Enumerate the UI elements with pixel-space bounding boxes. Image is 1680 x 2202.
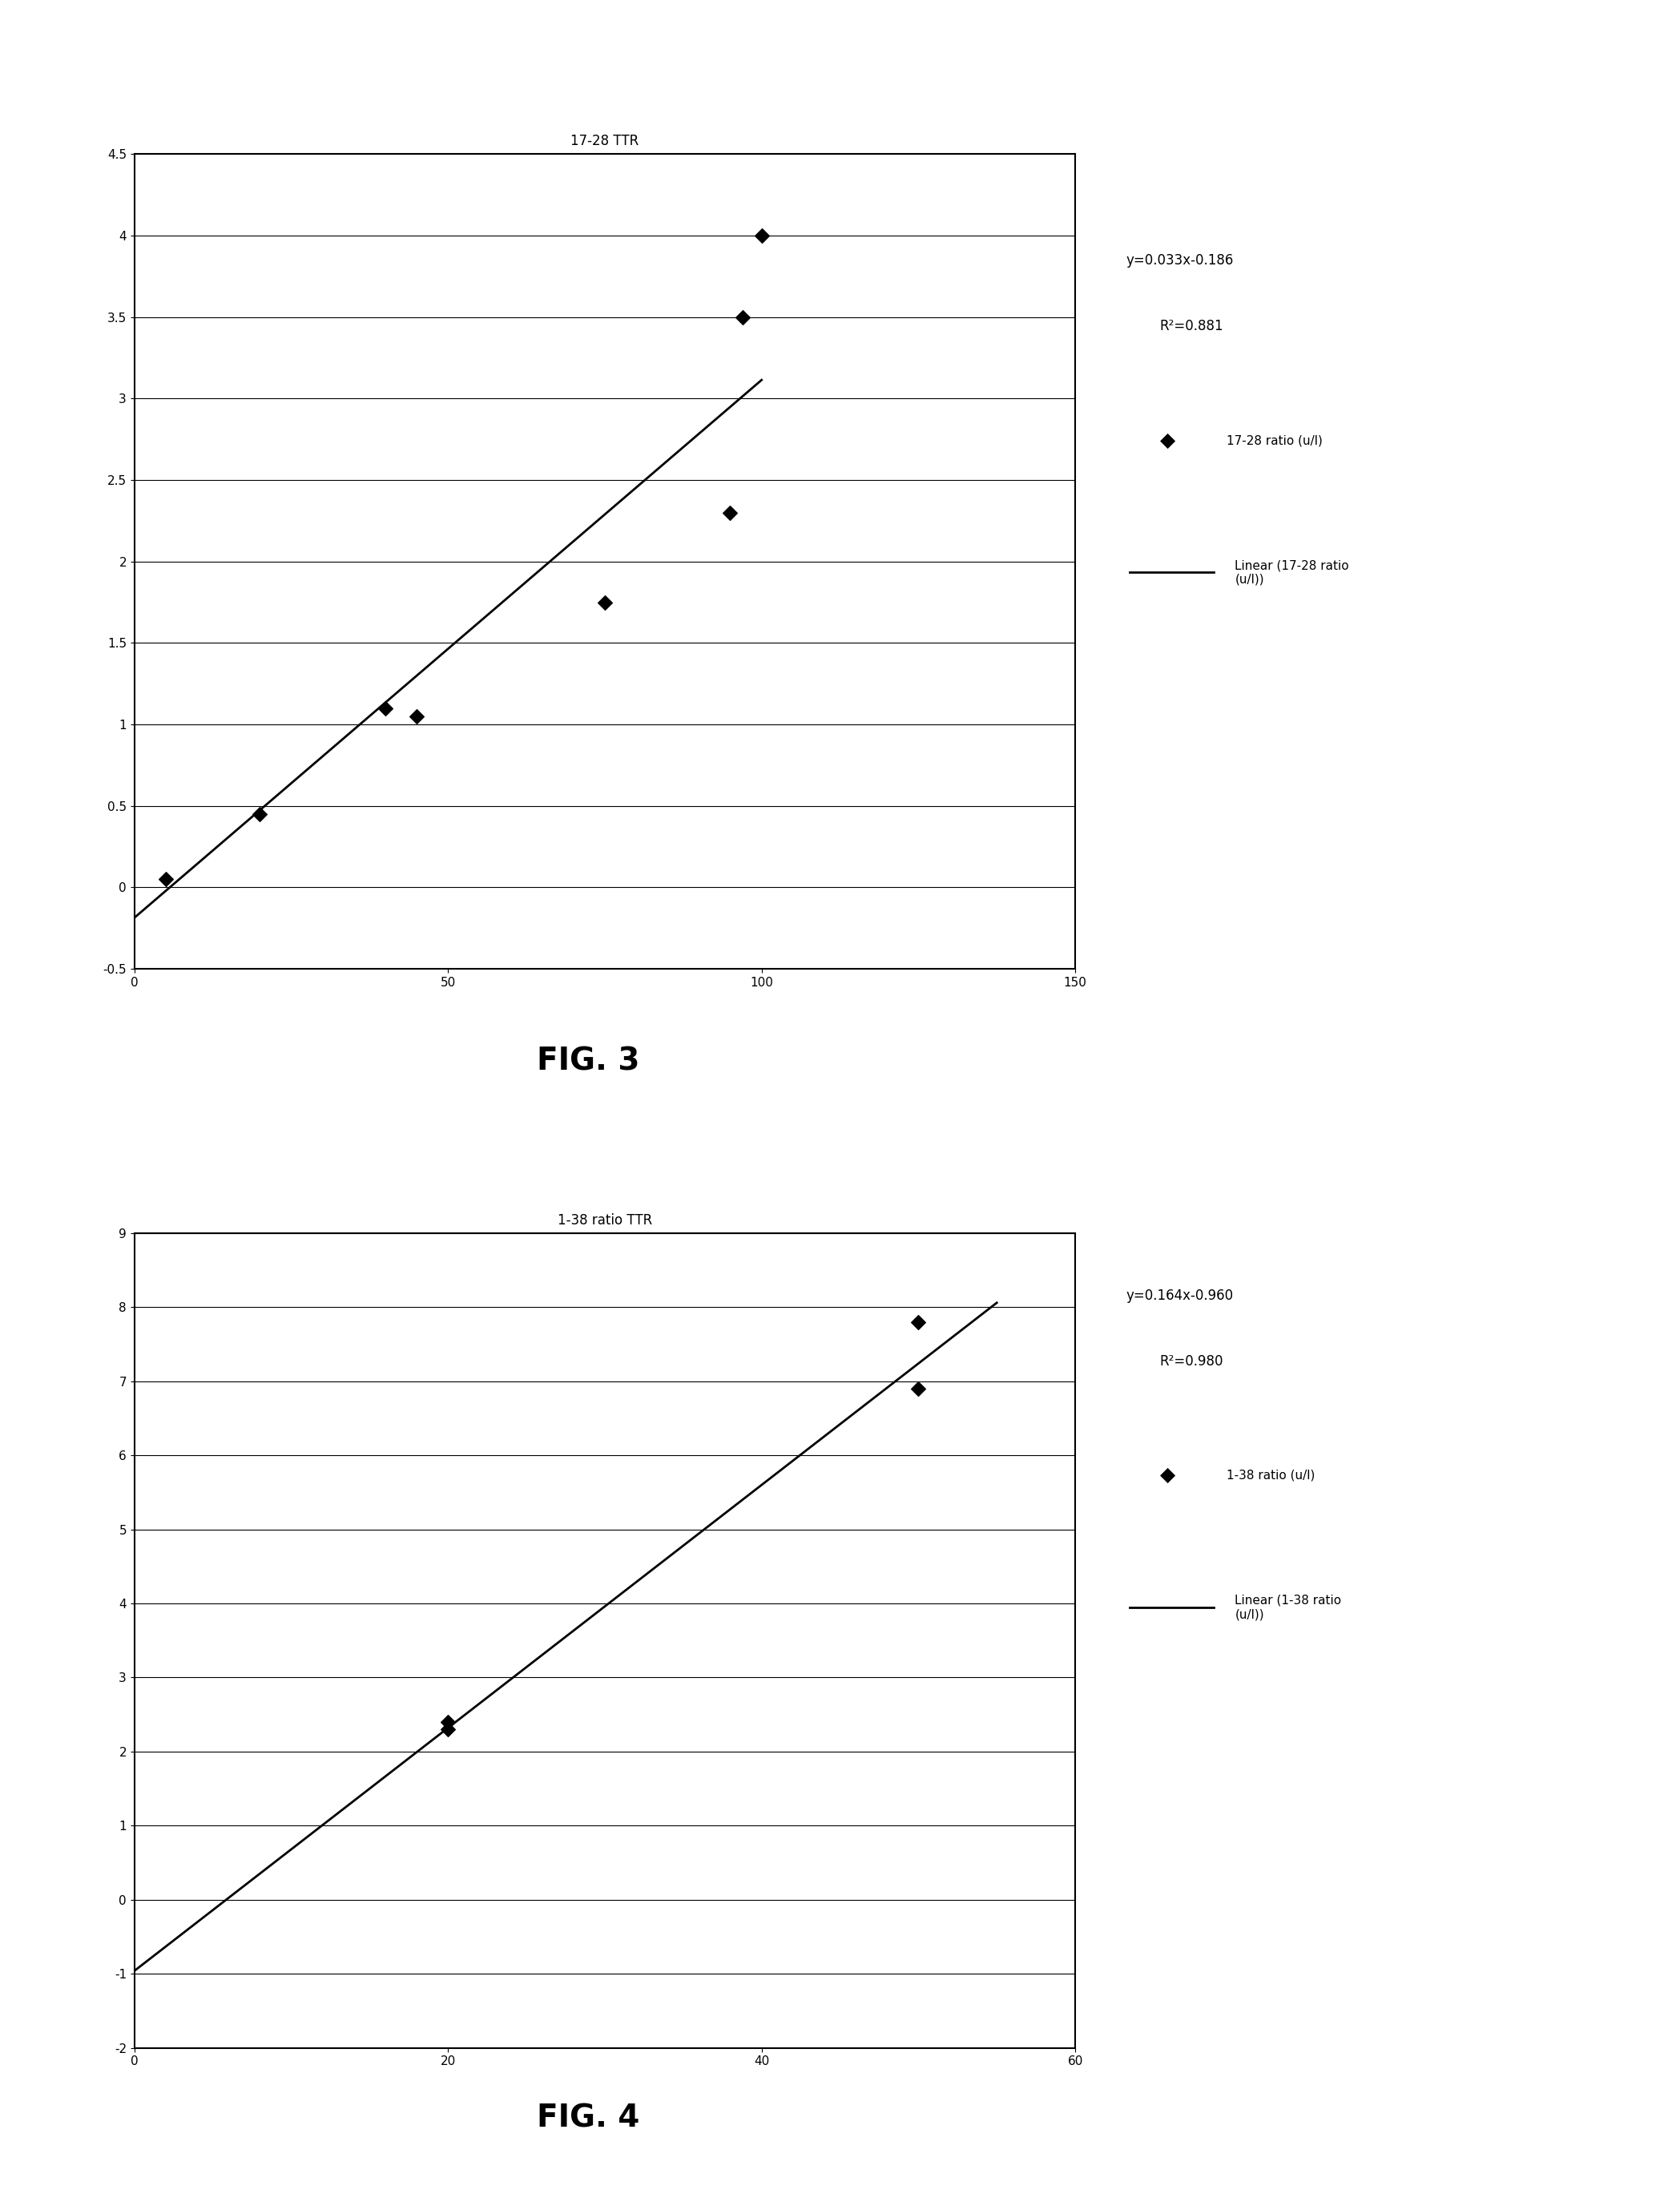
Text: FIG. 3: FIG. 3: [536, 1046, 640, 1077]
Text: y=0.033x-0.186: y=0.033x-0.186: [1126, 253, 1233, 269]
Point: [435, 1704, 462, 1740]
Title: 17-28 TTR: 17-28 TTR: [571, 134, 638, 148]
Point: [748, 218, 774, 253]
Text: 1-38 ratio (u/l): 1-38 ratio (u/l): [1226, 1469, 1315, 1482]
Point: [729, 299, 756, 335]
Point: [247, 797, 274, 832]
Point: [717, 495, 744, 531]
Text: ◆: ◆: [1159, 1467, 1176, 1484]
Point: [435, 1711, 462, 1746]
Point: [403, 698, 430, 733]
Point: [906, 1304, 932, 1339]
Point: [591, 584, 618, 621]
Title: 1-38 ratio TTR: 1-38 ratio TTR: [558, 1213, 652, 1227]
Text: Linear (1-38 ratio
(u/l)): Linear (1-38 ratio (u/l)): [1235, 1594, 1341, 1621]
Point: [371, 691, 398, 727]
Text: Linear (17-28 ratio
(u/l)): Linear (17-28 ratio (u/l)): [1235, 559, 1349, 586]
Text: 17-28 ratio (u/l): 17-28 ratio (u/l): [1226, 434, 1322, 447]
Text: R²=0.881: R²=0.881: [1159, 319, 1223, 335]
Text: ◆: ◆: [1159, 432, 1176, 449]
Point: [153, 861, 180, 896]
Text: R²=0.980: R²=0.980: [1159, 1354, 1223, 1370]
Text: FIG. 4: FIG. 4: [536, 2103, 640, 2134]
Text: y=0.164x-0.960: y=0.164x-0.960: [1126, 1288, 1233, 1304]
Point: [906, 1372, 932, 1407]
